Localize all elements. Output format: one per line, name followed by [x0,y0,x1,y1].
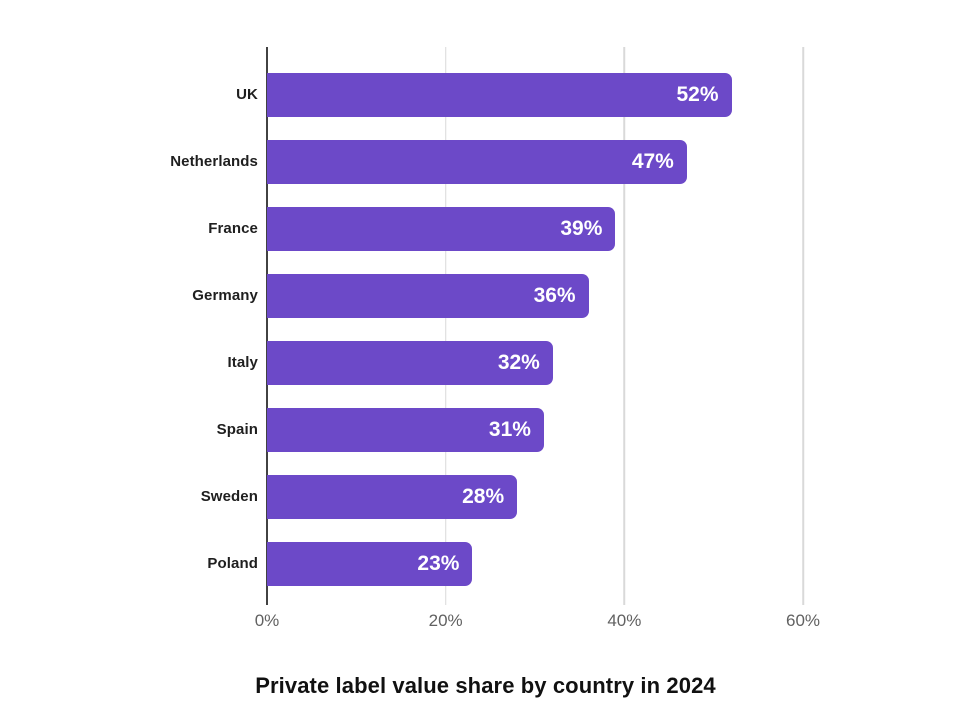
bar-row: 23% [267,530,803,597]
category-label: Poland [207,555,258,572]
category-row: Spain [0,396,258,463]
chart-title: Private label value share by country in … [255,673,716,698]
category-label: UK [236,86,258,103]
category-labels-column: UK Netherlands France Germany Italy Spain Swed… [0,47,258,597]
category-label: France [208,220,258,237]
y-axis-line [266,47,268,605]
category-row: Italy [0,329,258,396]
bar-uk: 52% [267,72,732,117]
category-row: Germany [0,262,258,329]
bar-value-label: 28% [462,484,505,508]
category-row: Netherlands [0,128,258,195]
bar-poland: 23% [267,541,473,586]
category-label: Netherlands [170,153,258,170]
bar-value-label: 52% [676,82,719,106]
x-axis: 0% 20% 40% 60% [255,611,820,635]
x-tick-label: 20% [428,611,463,630]
category-row: Poland [0,530,258,597]
bar-value-label: 39% [560,216,603,240]
x-tick-label: 0% [254,611,280,630]
bar-italy: 32% [267,340,553,385]
plot-area: 52% 47% 39% 36% 32% 31% 28% 23% [266,47,804,605]
bar-row: 47% [267,128,803,195]
bars-layer: 52% 47% 39% 36% 32% 31% 28% 23% [267,61,803,597]
category-label: Sweden [200,488,258,505]
gridline [444,47,447,605]
bar-spain: 31% [267,407,544,452]
category-label: Italy [227,354,258,371]
category-row: UK [0,61,258,128]
gridline [802,47,804,605]
bar-row: 39% [267,195,803,262]
bar-row: 32% [267,329,803,396]
gridline [623,47,626,605]
category-row: Sweden [0,463,258,530]
x-tick-label: 40% [607,611,642,630]
bar-sweden: 28% [267,474,518,519]
bar-value-label: 36% [533,283,576,307]
bar-value-label: 32% [497,350,540,374]
x-tick-label: 60% [785,611,821,630]
category-label: Spain [216,421,258,438]
bar-row: 31% [267,396,803,463]
category-row: France [0,195,258,262]
category-label: Germany [192,287,258,304]
bar-row: 28% [267,463,803,530]
bar-row: 52% [267,61,803,128]
bar-netherlands: 47% [267,139,687,184]
bar-value-label: 31% [488,417,531,441]
bar-value-label: 23% [417,551,460,575]
bar-france: 39% [267,206,616,251]
bar-value-label: 47% [631,149,674,173]
bar-row: 36% [267,262,803,329]
bar-germany: 36% [267,273,589,318]
